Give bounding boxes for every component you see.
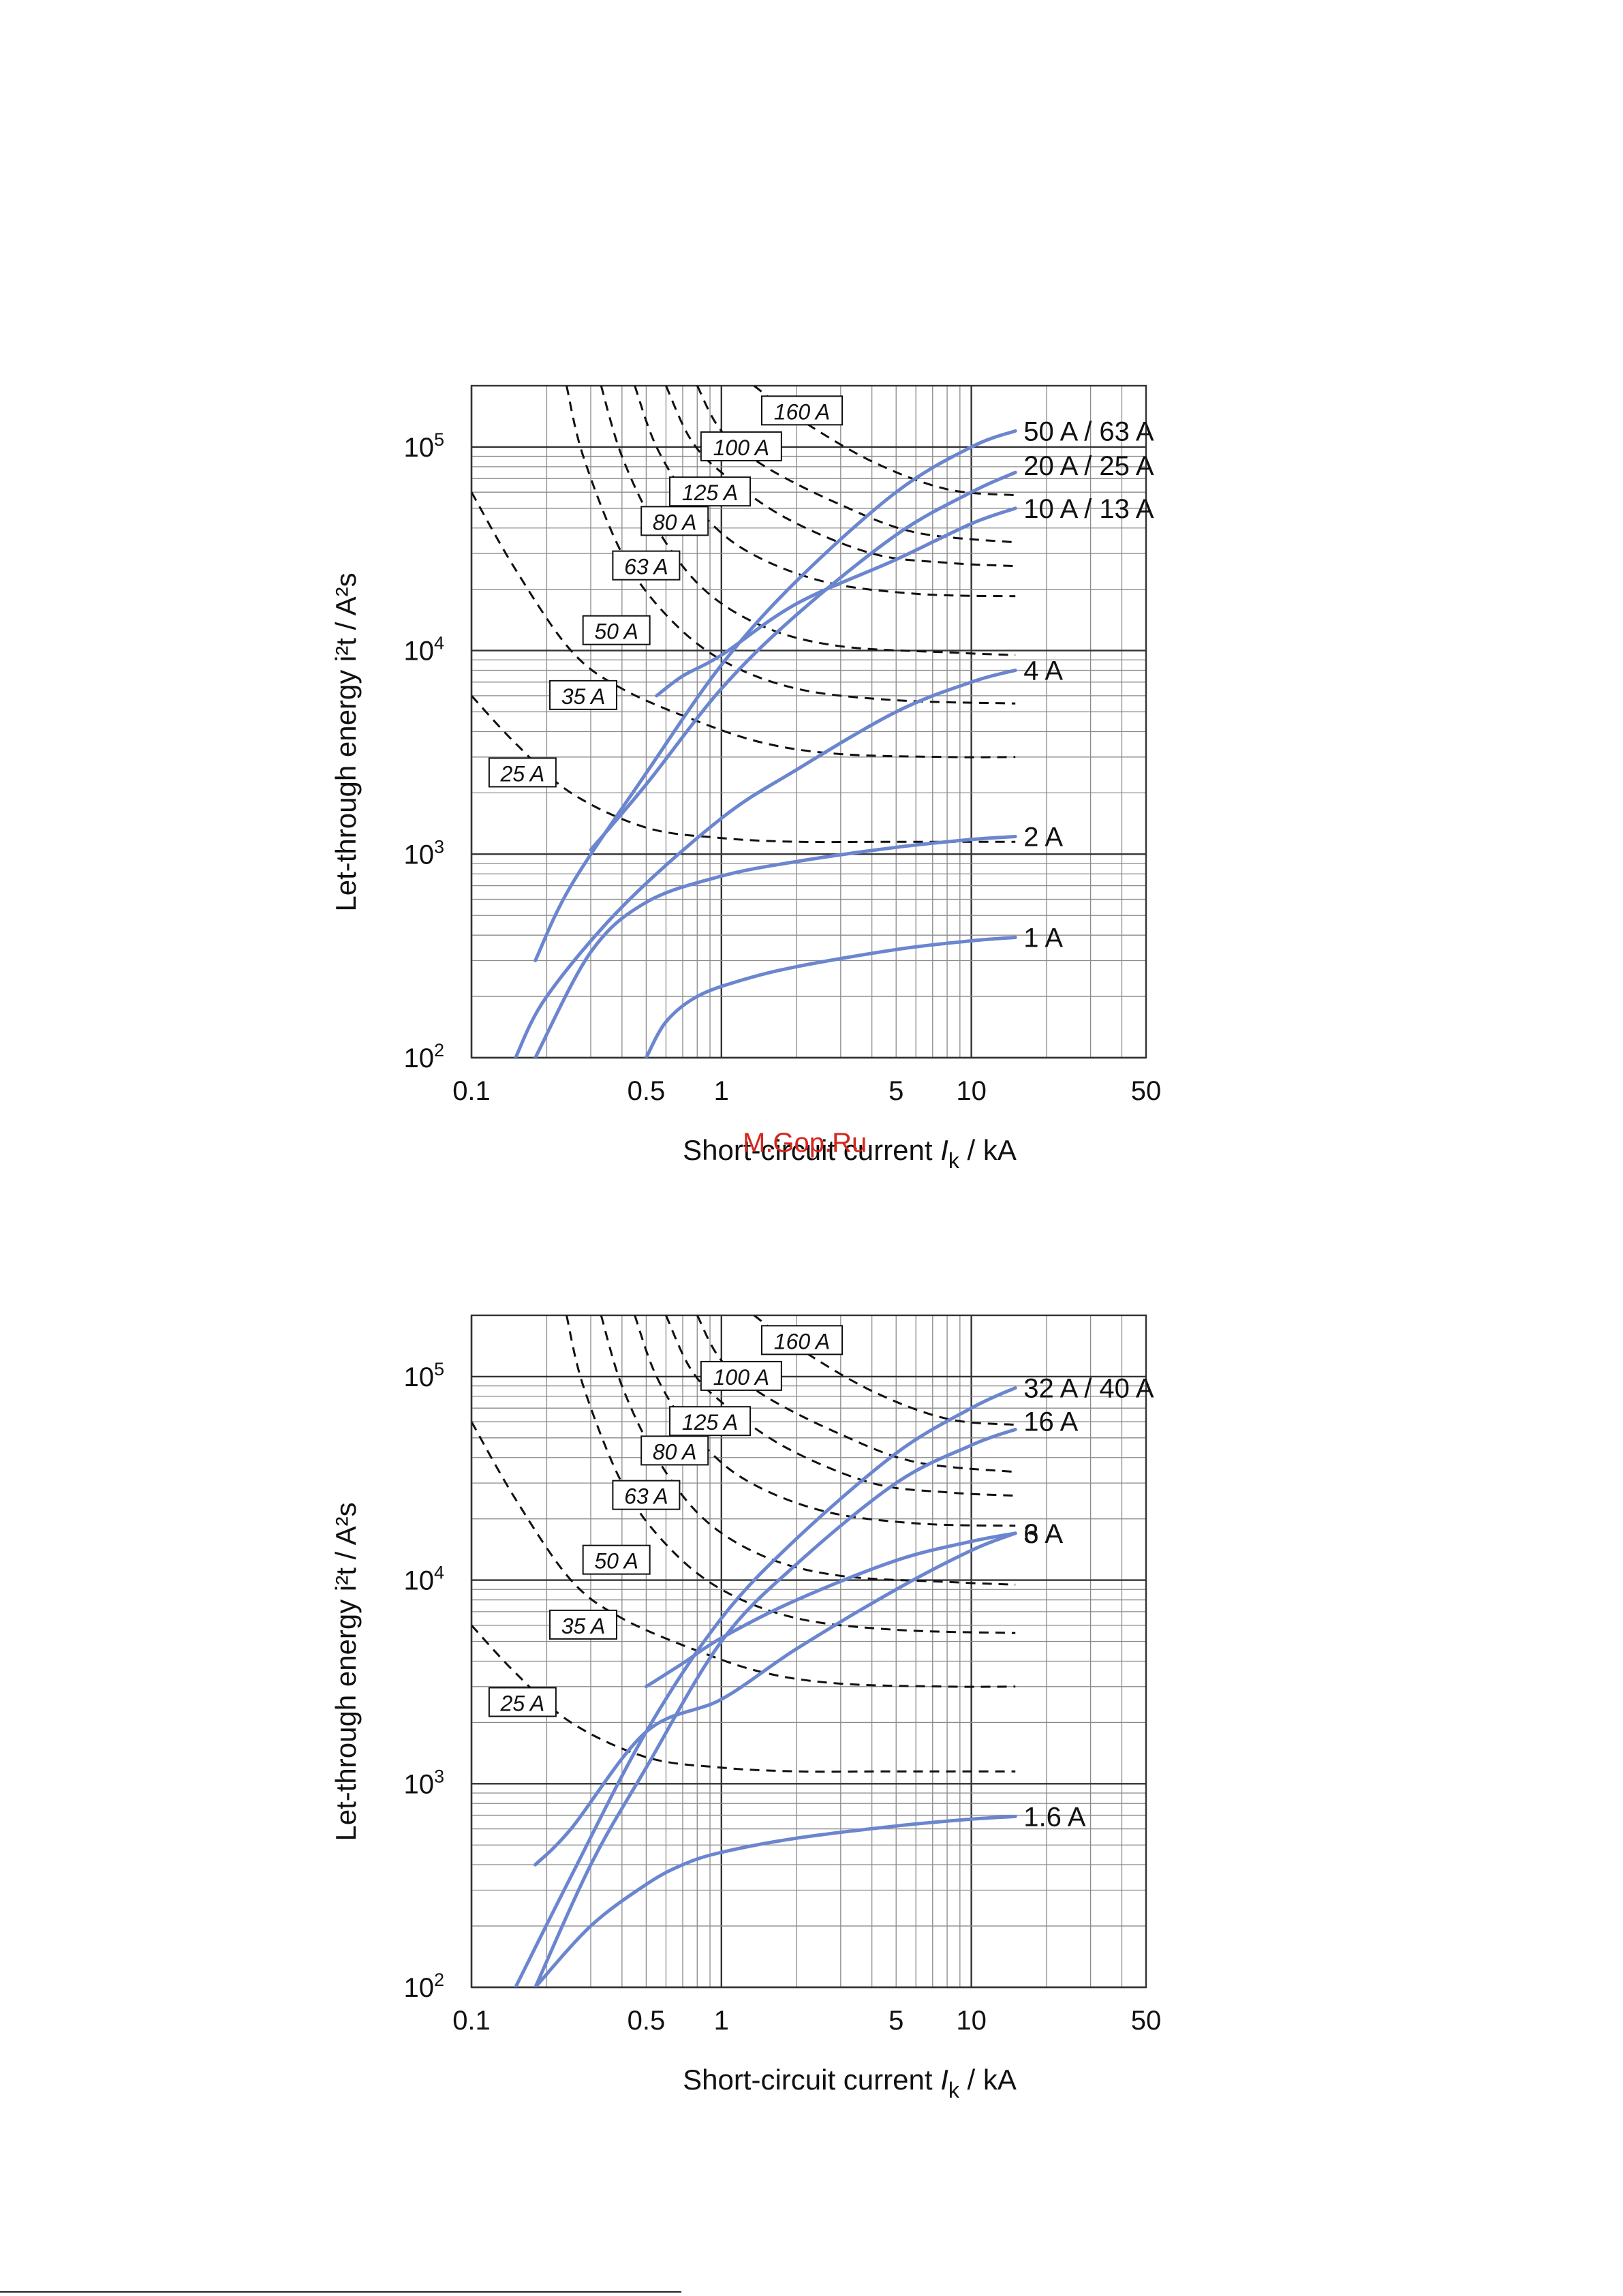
fuse-label-box	[700, 1360, 782, 1391]
fuse-curve-35A	[472, 491, 1016, 759]
x-tick-label: 10	[956, 2006, 987, 2036]
x-tick-label: 1	[714, 1076, 729, 1106]
series-line-5	[534, 835, 1017, 1058]
series-label: 20 A / 25 A	[1023, 451, 1154, 481]
fuse-label: 80 A	[653, 1439, 697, 1464]
series-label: 3 A	[1023, 1519, 1063, 1549]
y-axis-label: Let-through energy i²t / A²s	[330, 1502, 362, 1841]
y-tick-label: 103	[403, 1766, 444, 1799]
x-tick-label: 50	[1131, 1076, 1162, 1106]
fuse-label-box	[549, 679, 618, 710]
chart-panel-2: 32 A / 40 A 16 A 6 A3 A 1.6 A 25 A 35 A 50 A 63…	[330, 1314, 1162, 2102]
fuse-curve-50A	[566, 386, 1016, 705]
fuse-label-box	[582, 1544, 651, 1575]
footer-rule	[0, 2291, 681, 2293]
series-label: 2 A	[1023, 823, 1063, 853]
series-line-3	[534, 1531, 1017, 1867]
fuse-label-box	[669, 1406, 752, 1437]
x-tick-label: 5	[888, 1076, 903, 1106]
series-label: 50 A / 63 A	[1023, 416, 1154, 446]
fuse-label: 35 A	[561, 684, 606, 709]
series-line-2	[534, 1428, 1017, 1987]
x-tick-label: 5	[888, 2006, 903, 2036]
fuse-label-box	[612, 550, 681, 581]
x-tick-label: 0.1	[452, 2006, 491, 2036]
fuse-label-box	[669, 476, 752, 507]
y-tick-label: 105	[403, 429, 444, 463]
fuse-label: 25 A	[500, 1691, 545, 1715]
fuse-curve-25A	[472, 1624, 1016, 1773]
y-axis-label: Let-through energy i²t / A²s	[330, 572, 362, 911]
x-tick-label: 0.5	[628, 1076, 666, 1106]
fuse-label: 125 A	[682, 480, 738, 505]
fuse-label-box	[760, 395, 843, 426]
y-tick-label: 102	[403, 1040, 444, 1073]
watermark: M.Gop.Ru	[743, 1128, 867, 1158]
fuse-label: 25 A	[500, 761, 545, 786]
fuse-curve-63A	[600, 386, 1016, 656]
fuse-label-box	[760, 1325, 843, 1356]
x-tick-label: 0.5	[628, 2006, 666, 2036]
x-tick-label: 50	[1131, 2006, 1162, 2036]
plot-frame	[470, 1314, 1147, 1989]
fuse-label: 50 A	[594, 619, 638, 644]
fuse-label: 35 A	[561, 1614, 606, 1638]
fuse-curve-125A	[665, 386, 1016, 568]
fuse-curve-25A	[472, 694, 1016, 844]
series-label: 4 A	[1023, 656, 1063, 686]
fuse-label: 63 A	[624, 555, 668, 579]
series-label: 1 A	[1023, 923, 1063, 953]
plot-frame	[470, 384, 1147, 1059]
series-line-4	[514, 669, 1017, 1058]
series-line-6	[644, 936, 1017, 1058]
fuse-label-box	[700, 431, 782, 461]
fuse-label: 160 A	[774, 1329, 830, 1353]
fuse-label-box	[549, 1609, 618, 1640]
series-label: 32 A / 40 A	[1023, 1373, 1154, 1403]
series-label: 6 A	[1023, 1519, 1063, 1549]
chart-panel-1: 50 A / 63 A 20 A / 25 A 10 A / 13 A 4 A 2 A 1…	[330, 384, 1162, 1173]
fuse-label-box	[488, 1687, 557, 1717]
fuse-label-box	[640, 506, 709, 536]
fuse-curve-100A	[696, 386, 1016, 544]
fuse-label: 50 A	[594, 1549, 638, 1574]
fuse-label: 100 A	[713, 1365, 769, 1390]
fuse-label: 63 A	[624, 1484, 668, 1509]
fuse-label-box	[488, 757, 557, 788]
grid	[470, 385, 1147, 1059]
fuse-curve-100A	[696, 1315, 1016, 1473]
y-tick-label: 105	[403, 1359, 444, 1392]
x-axis-label: Short-circuit current Ik / kA	[683, 2064, 1017, 2102]
x-tick-label: 1	[714, 2006, 729, 2036]
fuse-curve-80A	[634, 386, 1016, 598]
y-tick-label: 104	[403, 1563, 444, 1596]
series-label: 10 A / 13 A	[1023, 494, 1154, 524]
fuse-label: 80 A	[653, 510, 697, 534]
fuse-curve-50A	[566, 1315, 1016, 1634]
series-line-3	[655, 506, 1017, 698]
x-axis-label: Short-circuit current Ik / kA	[683, 1134, 1017, 1173]
series-line-1	[514, 1386, 1017, 1987]
series-label: 16 A	[1023, 1407, 1078, 1437]
fuse-label: 100 A	[713, 435, 769, 460]
series-label: 1.6 A	[1023, 1802, 1086, 1832]
y-tick-label: 102	[403, 1970, 444, 2003]
fuse-curve-63A	[600, 1315, 1016, 1586]
x-tick-label: 10	[956, 1076, 987, 1106]
series-line-4	[644, 1531, 1017, 1689]
series-line-2	[589, 470, 1017, 852]
fuse-label-box	[612, 1480, 681, 1510]
fuse-label-box	[640, 1435, 709, 1466]
series-line-5	[534, 1814, 1017, 1987]
fuse-curve-80A	[634, 1315, 1016, 1527]
fuse-label: 160 A	[774, 399, 830, 424]
y-tick-label: 103	[403, 836, 444, 870]
fuse-label-box	[582, 615, 651, 645]
fuse-curve-125A	[665, 1315, 1016, 1497]
y-tick-label: 104	[403, 633, 444, 667]
x-tick-label: 0.1	[452, 1076, 491, 1106]
fuse-label: 125 A	[682, 1410, 738, 1435]
